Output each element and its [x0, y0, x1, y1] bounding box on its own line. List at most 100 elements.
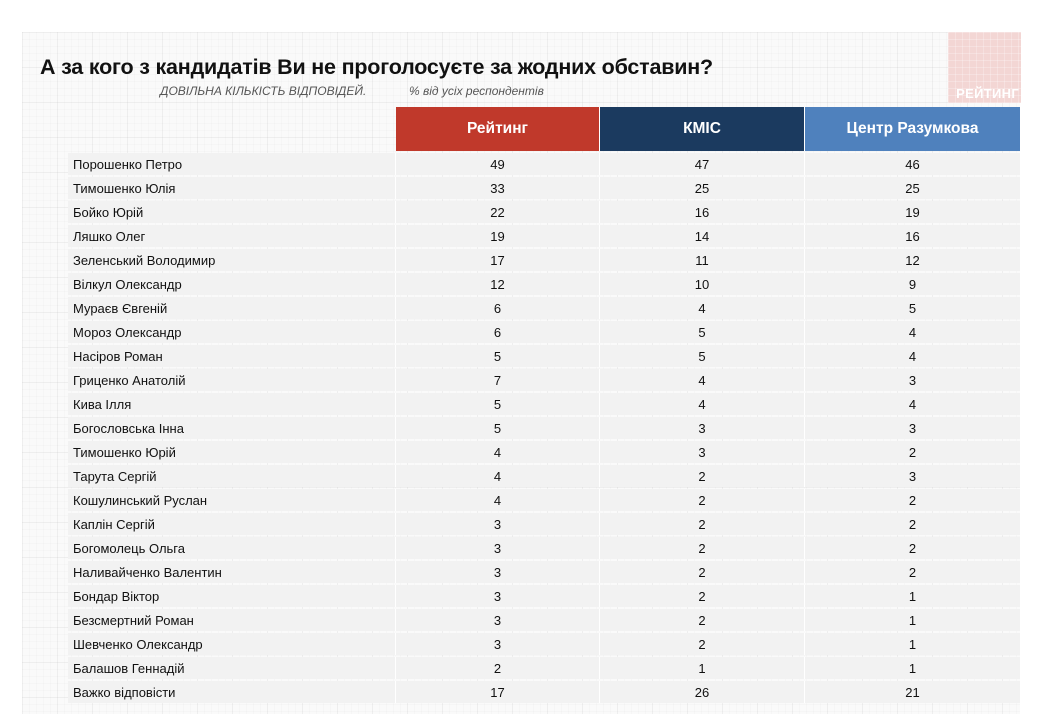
candidate-name: Шевченко Олександр — [68, 633, 396, 655]
value-razumkov: 2 — [805, 537, 1020, 559]
value-kmis: 5 — [600, 345, 805, 367]
value-razumkov: 2 — [805, 489, 1020, 511]
candidate-name: Богомолець Ольга — [68, 537, 396, 559]
value-rating: 33 — [396, 177, 600, 199]
table-row: Мураєв Євгеній 6 4 5 — [68, 297, 1020, 319]
table-row: Богомолець Ольга 3 2 2 — [68, 537, 1020, 559]
value-razumkov: 3 — [805, 465, 1020, 487]
value-kmis: 25 — [600, 177, 805, 199]
column-header-kmis: КМІС — [600, 107, 805, 151]
value-rating: 3 — [396, 633, 600, 655]
table-row: Балашов Геннадій 2 1 1 — [68, 657, 1020, 679]
value-razumkov: 3 — [805, 369, 1020, 391]
value-kmis: 2 — [600, 513, 805, 535]
value-kmis: 4 — [600, 297, 805, 319]
value-razumkov: 46 — [805, 153, 1020, 175]
value-rating: 6 — [396, 297, 600, 319]
value-rating: 4 — [396, 489, 600, 511]
value-razumkov: 3 — [805, 417, 1020, 439]
value-razumkov: 25 — [805, 177, 1020, 199]
candidate-name: Порошенко Петро — [68, 153, 396, 175]
subtitle-unit: % від усіх респондентів — [409, 84, 544, 98]
value-rating: 4 — [396, 465, 600, 487]
table-row: Богословська Інна 5 3 3 — [68, 417, 1020, 439]
table-row: Гриценко Анатолій 7 4 3 — [68, 369, 1020, 391]
subtitle-note: ДОВІЛЬНА КІЛЬКІСТЬ ВІДПОВІДЕЙ. — [160, 84, 367, 98]
value-razumkov: 1 — [805, 657, 1020, 679]
candidate-name: Кива Ілля — [68, 393, 396, 415]
candidate-name: Тимошенко Юлія — [68, 177, 396, 199]
table-row: Кошулинський Руслан 4 2 2 — [68, 489, 1020, 511]
table-row: Наливайченко Валентин 3 2 2 — [68, 561, 1020, 583]
value-kmis: 4 — [600, 393, 805, 415]
value-kmis: 1 — [600, 657, 805, 679]
candidate-name: Балашов Геннадій — [68, 657, 396, 679]
value-rating: 7 — [396, 369, 600, 391]
candidate-name: Богословська Інна — [68, 417, 396, 439]
value-razumkov: 1 — [805, 585, 1020, 607]
value-kmis: 2 — [600, 633, 805, 655]
table-row: Бондар Віктор 3 2 1 — [68, 585, 1020, 607]
table-row: Кива Ілля 5 4 4 — [68, 393, 1020, 415]
candidate-name: Тарута Сергій — [68, 465, 396, 487]
candidate-name: Кошулинський Руслан — [68, 489, 396, 511]
value-rating: 3 — [396, 513, 600, 535]
table-row: Мороз Олександр 6 5 4 — [68, 321, 1020, 343]
value-kmis: 11 — [600, 249, 805, 271]
candidate-name: Бойко Юрій — [68, 201, 396, 223]
value-razumkov: 21 — [805, 681, 1020, 703]
candidate-name: Насіров Роман — [68, 345, 396, 367]
table-row: Шевченко Олександр 3 2 1 — [68, 633, 1020, 655]
value-rating: 17 — [396, 249, 600, 271]
value-rating: 3 — [396, 537, 600, 559]
value-rating: 5 — [396, 417, 600, 439]
value-kmis: 2 — [600, 609, 805, 631]
candidate-name: Бондар Віктор — [68, 585, 396, 607]
candidate-name: Зеленський Володимир — [68, 249, 396, 271]
value-rating: 12 — [396, 273, 600, 295]
value-kmis: 5 — [600, 321, 805, 343]
logo-text: РЕЙТИНГ — [956, 86, 1019, 101]
value-razumkov: 16 — [805, 225, 1020, 247]
candidate-name: Мороз Олександр — [68, 321, 396, 343]
value-razumkov: 4 — [805, 393, 1020, 415]
table-row: Ляшко Олег 19 14 16 — [68, 225, 1020, 247]
value-kmis: 2 — [600, 489, 805, 511]
table-row: Насіров Роман 5 5 4 — [68, 345, 1020, 367]
candidate-name: Наливайченко Валентин — [68, 561, 396, 583]
table-header: Рейтинг КМІС Центр Разумкова — [396, 107, 1020, 151]
table-row: Бойко Юрій 22 16 19 — [68, 201, 1020, 223]
value-rating: 6 — [396, 321, 600, 343]
value-kmis: 3 — [600, 417, 805, 439]
value-razumkov: 2 — [805, 561, 1020, 583]
table-row: Тимошенко Юлія 33 25 25 — [68, 177, 1020, 199]
candidate-name: Вілкул Олександр — [68, 273, 396, 295]
table-row: Тарута Сергій 4 2 3 — [68, 465, 1020, 487]
value-rating: 19 — [396, 225, 600, 247]
value-kmis: 47 — [600, 153, 805, 175]
value-razumkov: 4 — [805, 345, 1020, 367]
candidate-name: Ляшко Олег — [68, 225, 396, 247]
table-row: Важко відповісти 17 26 21 — [68, 681, 1020, 703]
value-razumkov: 1 — [805, 609, 1020, 631]
table-row: Зеленський Володимир 17 11 12 — [68, 249, 1020, 271]
candidate-name: Безсмертний Роман — [68, 609, 396, 631]
value-rating: 3 — [396, 609, 600, 631]
value-kmis: 16 — [600, 201, 805, 223]
value-kmis: 2 — [600, 561, 805, 583]
column-header-razumkov: Центр Разумкова — [805, 107, 1020, 151]
page-title: А за кого з кандидатів Ви не проголосуєт… — [40, 55, 713, 79]
value-razumkov: 5 — [805, 297, 1020, 319]
candidate-name: Важко відповісти — [68, 681, 396, 703]
value-razumkov: 1 — [805, 633, 1020, 655]
value-kmis: 2 — [600, 465, 805, 487]
value-rating: 2 — [396, 657, 600, 679]
column-header-rating: Рейтинг — [396, 107, 600, 151]
value-rating: 5 — [396, 345, 600, 367]
table-row: Безсмертний Роман 3 2 1 — [68, 609, 1020, 631]
value-razumkov: 12 — [805, 249, 1020, 271]
value-razumkov: 4 — [805, 321, 1020, 343]
value-razumkov: 19 — [805, 201, 1020, 223]
value-razumkov: 9 — [805, 273, 1020, 295]
value-kmis: 10 — [600, 273, 805, 295]
